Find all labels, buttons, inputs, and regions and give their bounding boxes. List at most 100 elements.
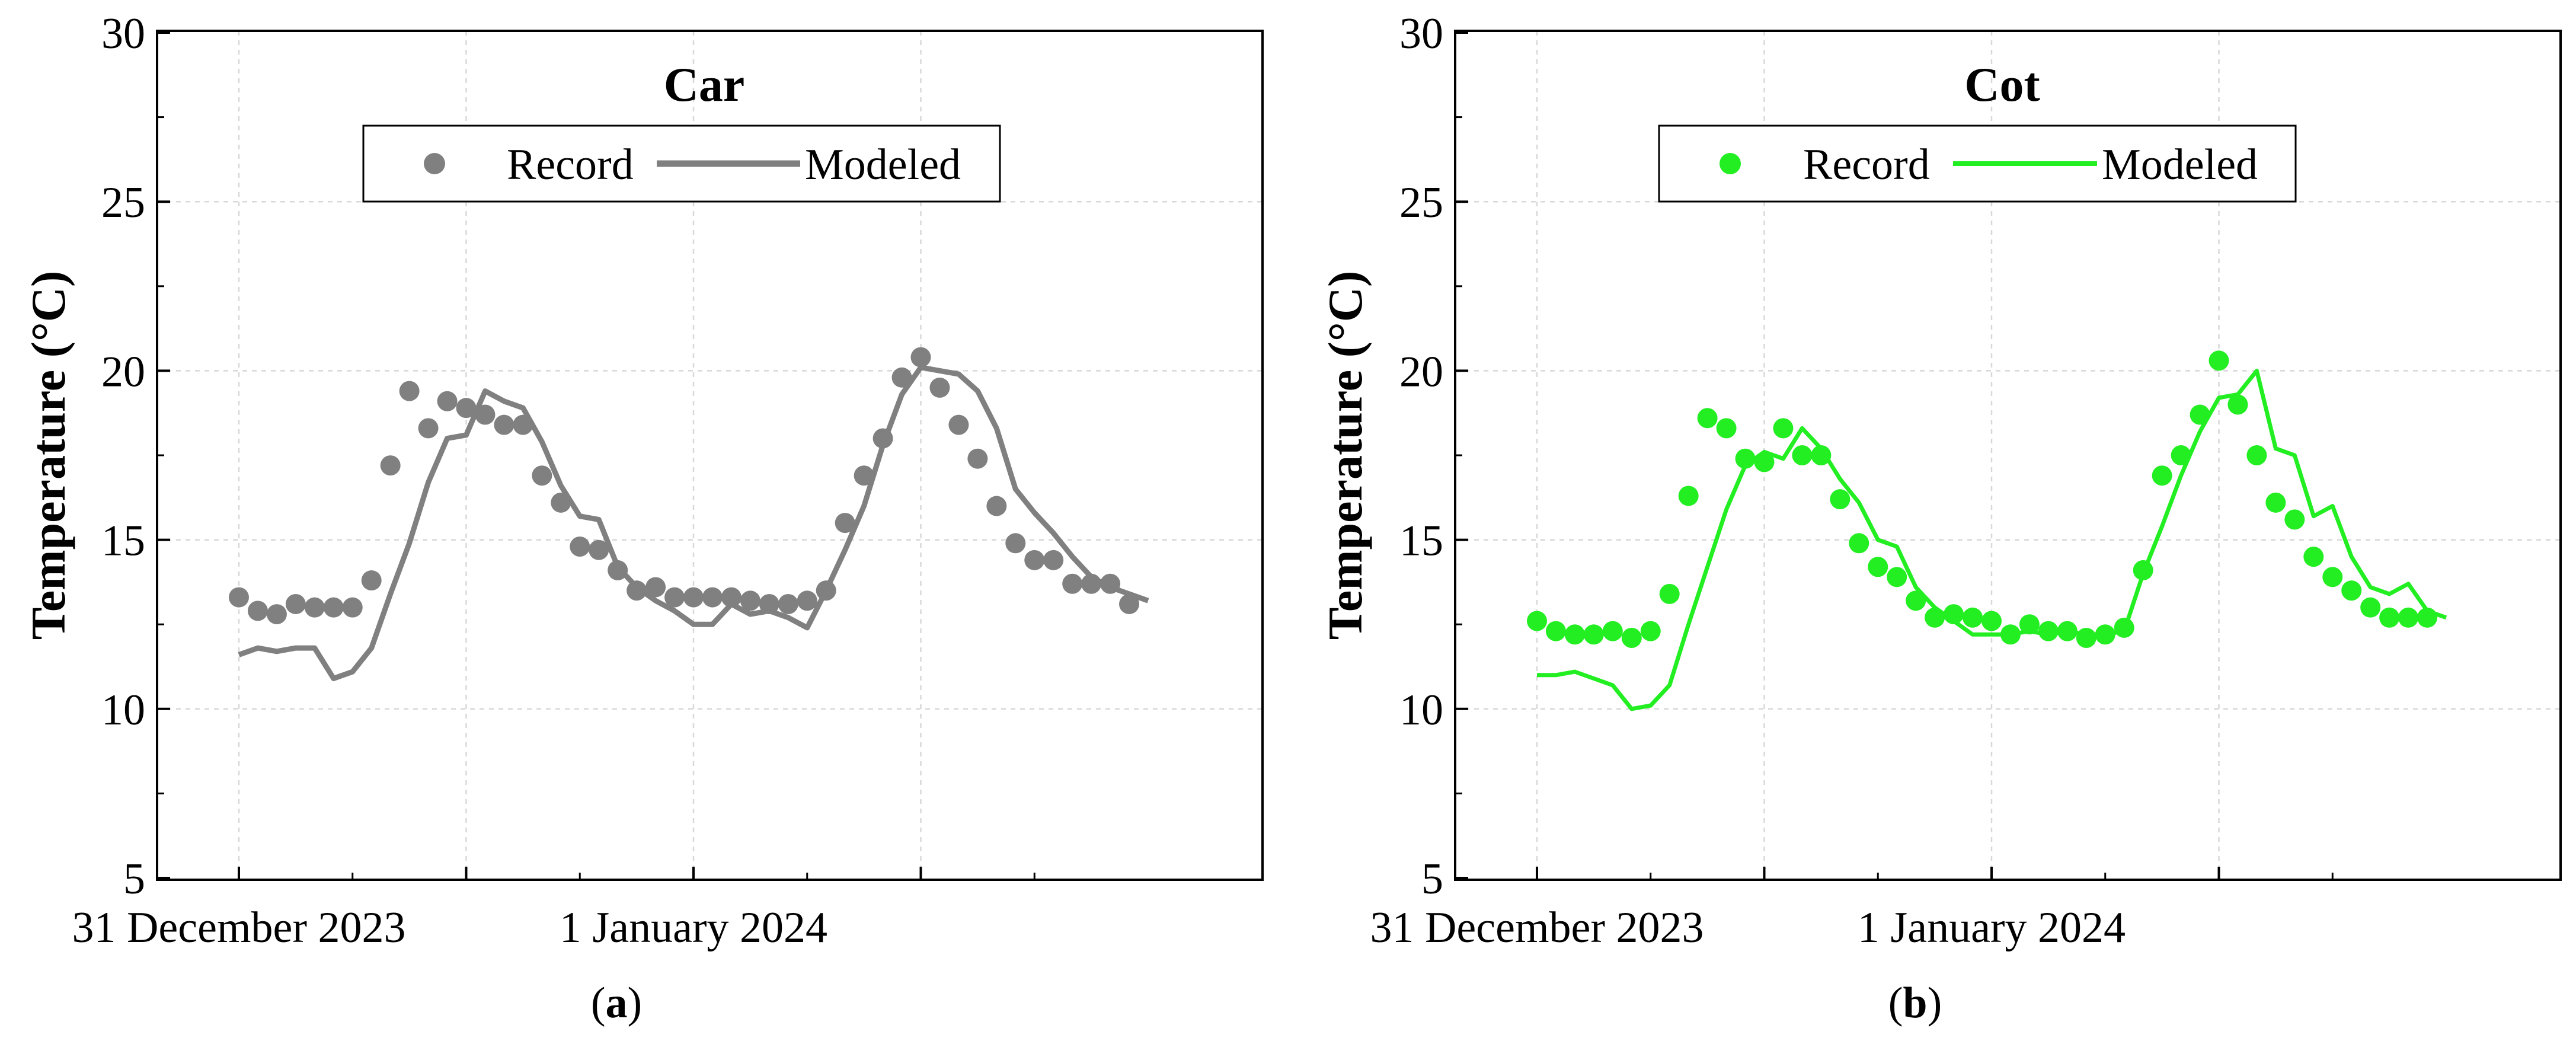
y-tick-label: 10: [101, 686, 145, 735]
record-point: [664, 587, 685, 608]
x-tick-label: 1 January 2024: [1858, 903, 2126, 952]
record-point: [778, 593, 798, 614]
y-tick-label: 25: [1399, 178, 1443, 227]
record-series: [229, 347, 1140, 625]
record-point: [1811, 445, 1832, 465]
chart-panel-b: 5 10 15 20 25 30 31 December 2023 1 January 20…: [1318, 9, 2562, 1027]
modeled-series: [1537, 368, 2447, 711]
record-point: [323, 597, 344, 618]
record-point: [816, 580, 836, 601]
modeled-series: [238, 365, 1149, 681]
record-point: [1944, 604, 1964, 625]
record-point: [2246, 445, 2267, 465]
record-point: [1716, 418, 1737, 439]
record-point: [759, 593, 779, 614]
record-point: [2341, 580, 2362, 601]
record-point: [1640, 621, 1661, 641]
record-point: [2114, 617, 2134, 638]
x-axis-ticks: 31 December 2023 1 January 2024: [72, 867, 1035, 952]
record-point: [2360, 597, 2381, 618]
record-point: [2303, 547, 2324, 567]
record-point: [437, 391, 458, 411]
caption-close: ): [628, 979, 643, 1027]
record-point: [494, 414, 514, 435]
y-axis-ticks: 5 10 15 20 25 30: [101, 9, 170, 903]
legend: Record Modeled: [362, 124, 1001, 203]
legend-record-marker: [1720, 153, 1741, 174]
y-tick-label: 30: [101, 9, 145, 58]
legend-modeled-label: Modeled: [805, 140, 961, 189]
panel-letter: b: [1903, 979, 1927, 1027]
record-point: [948, 414, 969, 435]
record-point: [570, 537, 590, 557]
record-point: [740, 590, 760, 611]
record-point: [551, 492, 571, 513]
record-point: [854, 465, 874, 486]
y-tick-label: 25: [101, 178, 145, 227]
record-point: [929, 377, 950, 398]
y-tick-label: 5: [123, 855, 145, 903]
record-point: [380, 455, 401, 476]
record-point: [645, 577, 666, 598]
y-axis-label: Temperature (°C): [1318, 271, 1372, 640]
panel-caption: (a): [591, 979, 642, 1027]
record-point: [986, 496, 1007, 516]
record-point: [1621, 628, 1642, 649]
record-point: [1678, 486, 1699, 506]
record-point: [2417, 607, 2438, 628]
record-point: [1527, 611, 1547, 631]
record-point: [2190, 404, 2210, 425]
record-point: [2171, 445, 2191, 465]
record-point: [967, 448, 988, 469]
record-point: [627, 580, 647, 601]
record-point: [2133, 560, 2153, 580]
record-point: [1830, 489, 1850, 510]
y-tick-label: 30: [1399, 9, 1443, 58]
record-point: [2000, 624, 2021, 645]
y-tick-label: 15: [1399, 517, 1443, 566]
record-point: [1659, 583, 1680, 604]
record-point: [2057, 621, 2078, 641]
record-point: [2398, 607, 2419, 628]
record-point: [418, 418, 439, 439]
record-point: [2284, 509, 2305, 530]
caption-close: ): [1928, 979, 1942, 1027]
record-point: [1100, 573, 1121, 594]
record-point: [1849, 533, 1869, 554]
record-point: [229, 587, 249, 608]
record-point: [2265, 492, 2286, 513]
record-point: [304, 597, 325, 618]
record-point: [1792, 445, 1813, 465]
record-point: [2076, 628, 2096, 649]
record-point: [835, 513, 855, 534]
chart-title: Cot: [1964, 58, 2040, 111]
record-point: [702, 587, 723, 608]
y-tick-label: 20: [1399, 347, 1443, 396]
record-series: [1527, 350, 2438, 649]
record-point: [1119, 593, 1140, 614]
record-point: [1963, 607, 1983, 628]
x-tick-label: 1 January 2024: [560, 903, 827, 952]
record-point: [1906, 590, 1926, 611]
record-point: [1564, 624, 1585, 645]
record-point: [910, 347, 931, 368]
record-point: [513, 414, 533, 435]
record-point: [2038, 621, 2059, 641]
record-point: [2227, 394, 2248, 415]
record-point: [797, 590, 817, 611]
caption-open: (: [1888, 979, 1903, 1027]
record-point: [1062, 573, 1083, 594]
x-tick-label: 31 December 2023: [72, 903, 405, 952]
record-point: [589, 539, 609, 560]
x-tick-label: 31 December 2023: [1370, 903, 1704, 952]
y-tick-label: 20: [101, 347, 145, 396]
y-axis-label: Temperature (°C): [21, 271, 75, 640]
legend-record-label: Record: [1803, 140, 1930, 189]
record-point: [1925, 607, 1945, 628]
legend: Record Modeled: [1658, 124, 2297, 203]
record-point: [872, 428, 893, 449]
record-point: [1583, 624, 1604, 645]
chart-panel-a: 5 10 15 20 25 30 31 December 2023 1 January 20…: [21, 9, 1264, 1027]
record-point: [456, 398, 477, 419]
record-point: [1754, 452, 1775, 472]
